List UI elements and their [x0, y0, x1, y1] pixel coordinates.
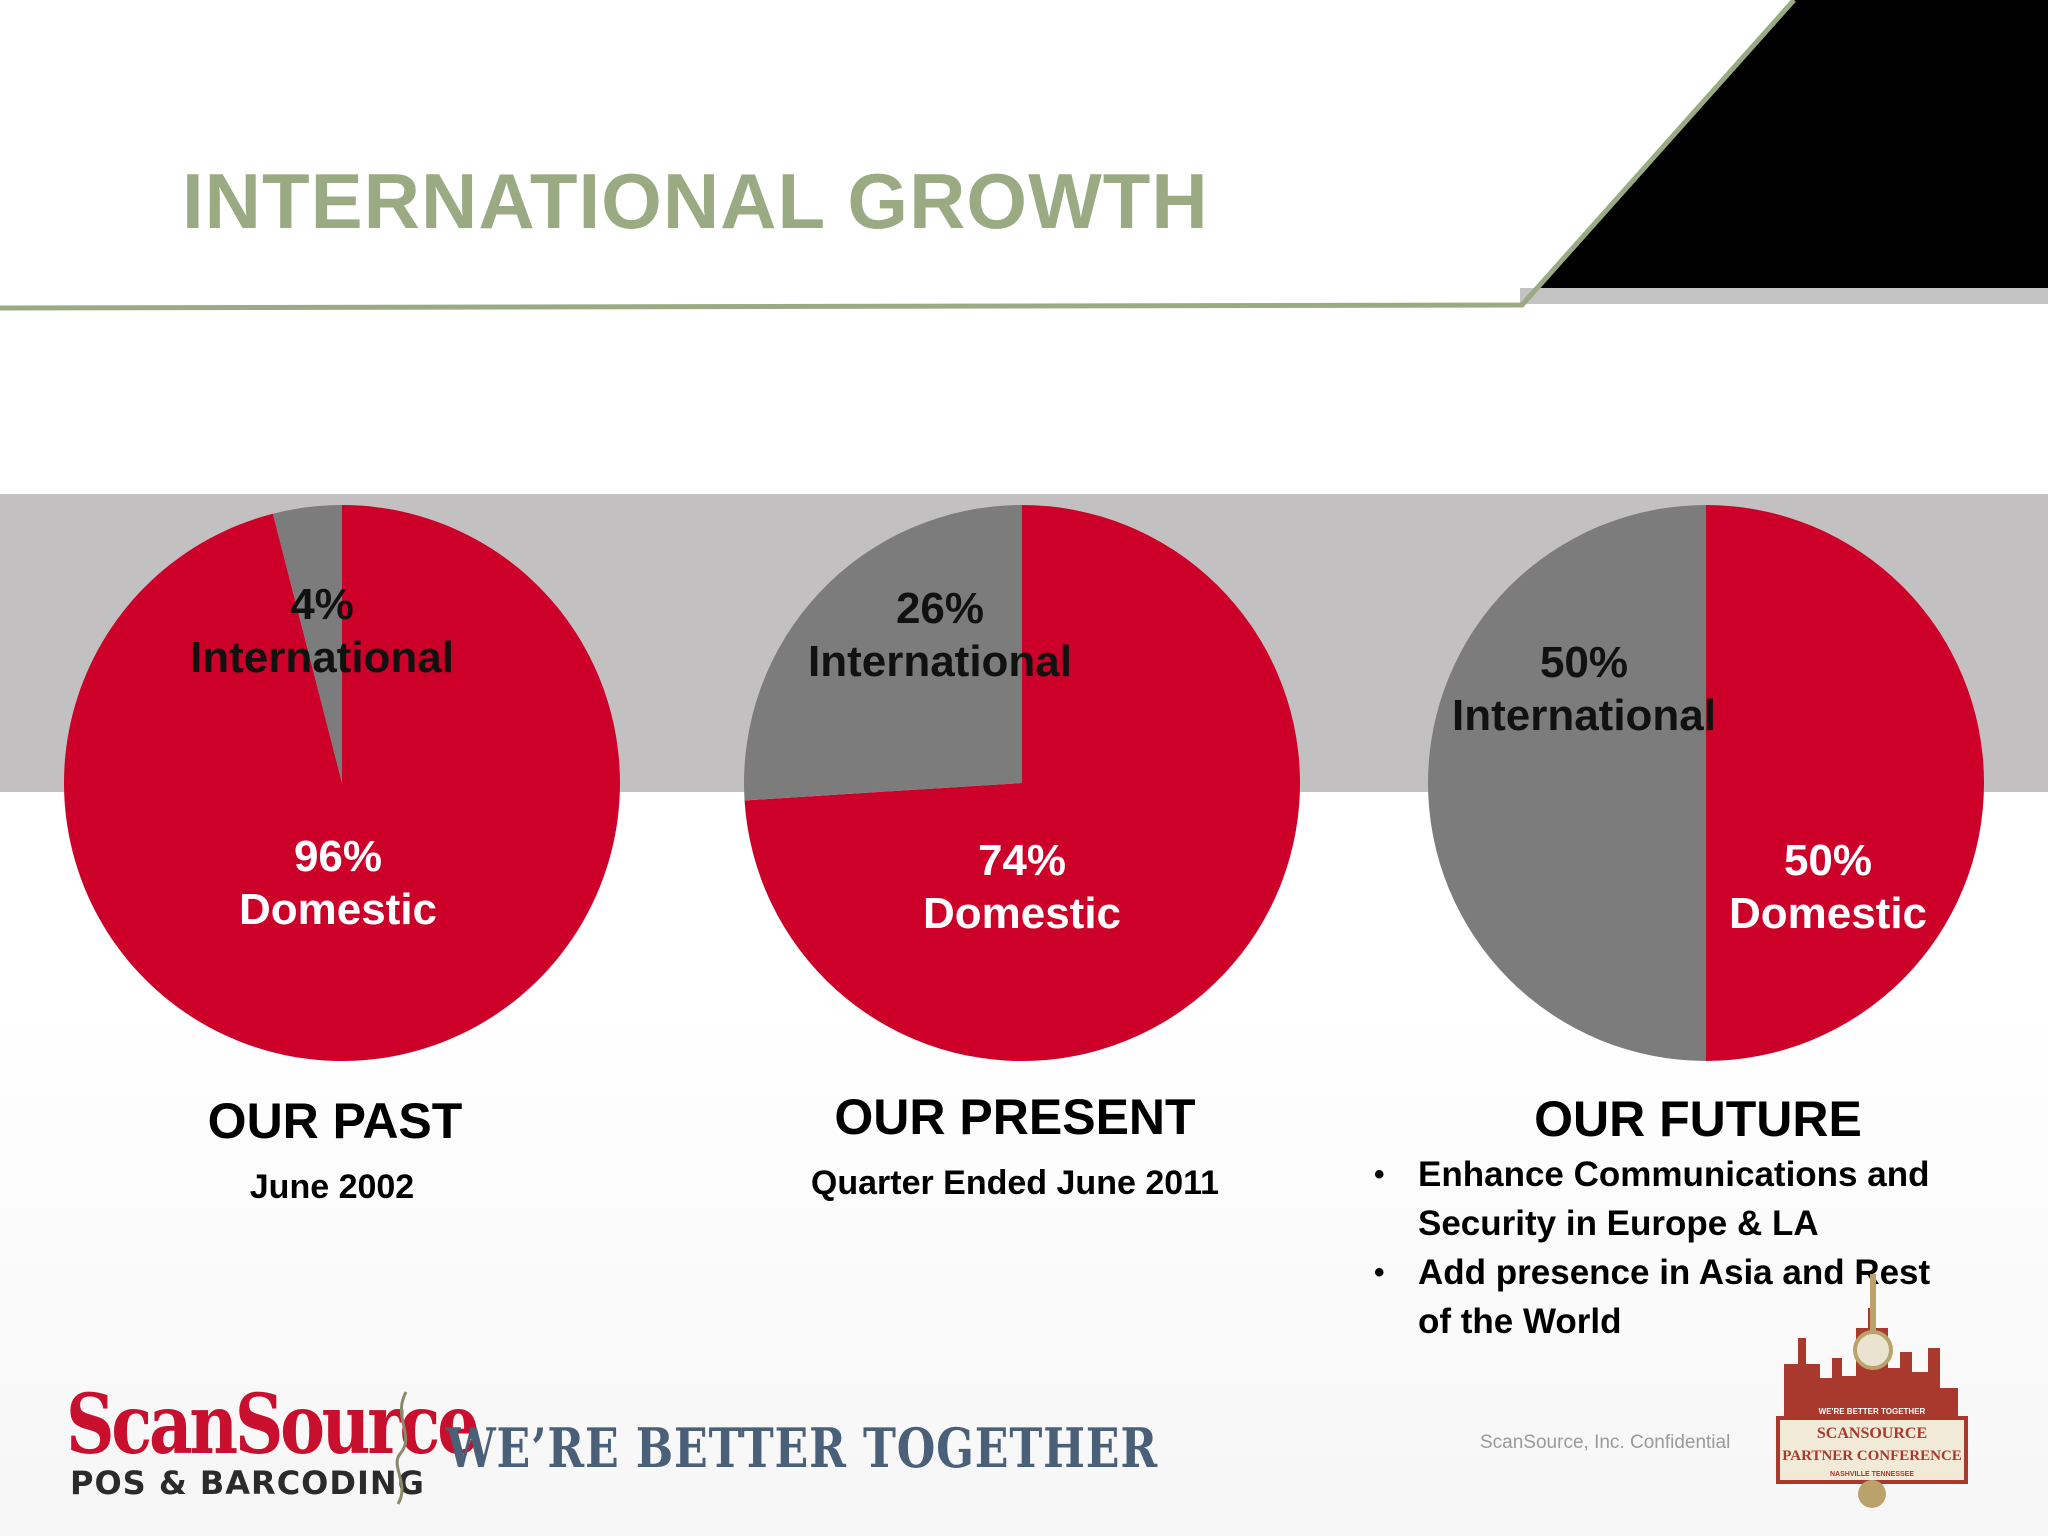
future-bullet-list: Enhance Communications and Security in E… [1372, 1150, 1932, 1346]
pie-past-international-label: 4% International [190, 578, 454, 684]
pie-future-international-name: International [1451, 691, 1717, 740]
header-graphic [0, 0, 2048, 311]
pie-present-international-pct: 26% [895, 584, 985, 633]
logo-wordmark: ScanSource [66, 1377, 480, 1473]
pie-future-international-label: 50% International [1452, 636, 1716, 742]
pie-past-domestic-name: Domestic [238, 885, 438, 934]
pie-future-heading: OUR FUTURE [1534, 1091, 1862, 1147]
tagline: WE’RE BETTER TOGETHER [446, 1416, 1158, 1480]
pie-future-international-slice [1428, 505, 1706, 1061]
pie-past-international-pct: 4% [290, 580, 354, 629]
pie-past-domestic-pct: 96% [293, 832, 383, 881]
pie-past-domestic-label: 96% Domestic [239, 830, 437, 936]
pie-present-international-name: International [807, 637, 1073, 686]
logo-subtitle: POS & BARCODING [70, 1464, 425, 1502]
pie-present-domestic-label: 74% Domestic [923, 834, 1121, 940]
pie-future-domestic-pct: 50% [1783, 836, 1873, 885]
pie-present-international-slice [744, 505, 1022, 801]
future-bullet-item: Enhance Communications and Security in E… [1372, 1150, 1932, 1248]
pie-past-domestic-slice [63, 505, 620, 1061]
guitar-skyline-icon: WE'RE BETTER TOGETHER SCANSOURCE PARTNER… [1776, 1274, 1968, 1508]
pie-present-heading: OUR PRESENT [834, 1089, 1196, 1145]
pie-present [744, 505, 1301, 1061]
badge-line2-text: PARTNER CONFERENCE [1782, 1448, 1962, 1464]
corner-gray-strip [1520, 288, 2048, 304]
pie-future-domestic-label: 50% Domestic [1729, 834, 1927, 940]
pie-past-international-slice [272, 505, 342, 783]
header-rule [0, 0, 1796, 311]
pie-present-domestic-name: Domestic [922, 889, 1122, 938]
pie-future-domestic-name: Domestic [1728, 889, 1928, 938]
pie-present-international-label: 26% International [808, 582, 1072, 688]
pie-future-international-pct: 50% [1539, 638, 1629, 687]
confidential-note: ScanSource, Inc. Confidential [1480, 1432, 1731, 1453]
badge-top-text: WE'RE BETTER TOGETHER [1819, 1407, 1926, 1416]
pie-past-heading: OUR PAST [207, 1093, 463, 1149]
page-title: INTERNATIONAL GROWTH [182, 157, 1209, 245]
pie-future [1428, 505, 1984, 1061]
pie-future-domestic-slice [1706, 505, 1984, 1061]
future-bullet-item: Add presence in Asia and Rest of the Wor… [1372, 1248, 1932, 1346]
pie-past-subheading: June 2002 [249, 1168, 415, 1206]
badge-bottom-text: NASHVILLE TENNESSEE [1830, 1471, 1914, 1478]
pie-present-subheading: Quarter Ended June 2011 [810, 1164, 1220, 1202]
corner-black-shape [1540, 0, 2048, 288]
scansource-logo: ScanSource POS & BARCODING [66, 1384, 480, 1506]
pie-present-domestic-slice [744, 505, 1301, 1061]
badge-line1-text: SCANSOURCE [1817, 1425, 1927, 1442]
pie-past-international-name: International [189, 633, 455, 682]
swirl-divider-icon [395, 1391, 408, 1505]
pie-past [63, 505, 620, 1061]
pie-present-domestic-pct: 74% [977, 836, 1067, 885]
